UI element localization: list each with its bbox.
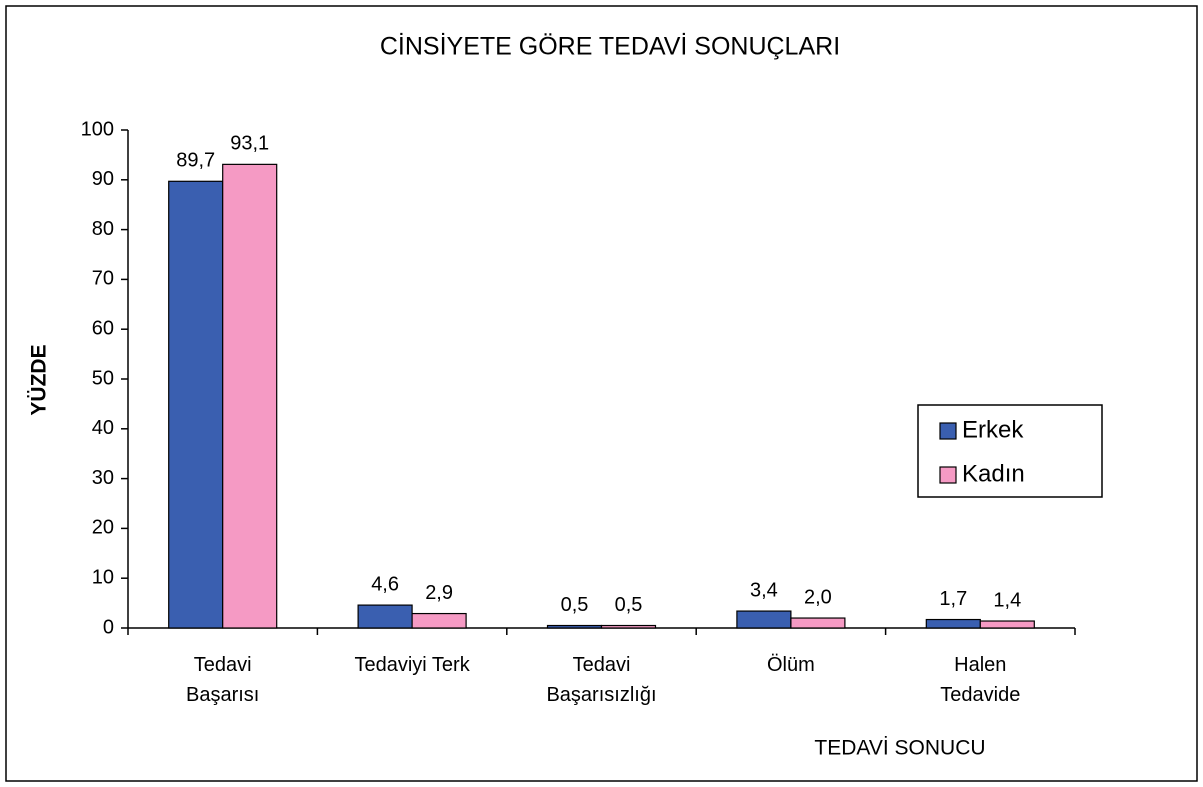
bar — [979, 620, 1035, 629]
x-tick-label: Halen Tedavide — [940, 654, 1021, 706]
data-label: 4,6 — [371, 573, 399, 595]
bar — [168, 180, 224, 629]
x-tick-label: Tedavi Başarısı — [186, 654, 260, 706]
bar — [790, 617, 846, 629]
y-tick-label: 90 — [92, 168, 114, 190]
bar — [411, 612, 467, 629]
y-tick-label: 20 — [92, 517, 114, 539]
data-label: 1,4 — [993, 589, 1021, 611]
y-tick-label: 30 — [92, 467, 114, 489]
legend-swatch — [939, 466, 957, 484]
bar — [222, 163, 278, 629]
data-label: 2,9 — [425, 582, 453, 604]
x-tick-label: Tedavi Başarısızlığı — [546, 654, 657, 706]
legend-swatch — [939, 422, 957, 440]
y-tick-label: 60 — [92, 317, 114, 339]
x-tick-label: Tedaviyi Terk — [354, 654, 470, 676]
bar — [736, 610, 792, 629]
data-label: 93,1 — [230, 133, 269, 155]
data-label: 2,0 — [804, 586, 832, 608]
y-axis-label: YÜZDE — [28, 344, 51, 415]
data-label: 89,7 — [176, 150, 215, 172]
x-axis-label: TEDAVİ SONUCU — [814, 737, 985, 760]
x-tick-label: Ölüm — [766, 654, 815, 676]
bar — [925, 618, 981, 629]
y-tick-label: 40 — [92, 417, 114, 439]
legend-label: Kadın — [962, 460, 1025, 487]
y-tick-label: 0 — [103, 616, 114, 638]
bar — [546, 624, 603, 629]
bar — [357, 604, 413, 629]
data-label: 0,5 — [561, 594, 589, 616]
legend-label: Erkek — [962, 416, 1024, 443]
y-tick-label: 70 — [92, 268, 114, 290]
y-tick-label: 100 — [81, 118, 114, 140]
y-tick-label: 80 — [92, 218, 114, 240]
data-label: 3,4 — [750, 579, 778, 601]
chart-title: CİNSİYETE GÖRE TEDAVİ SONUÇLARI — [380, 32, 840, 61]
data-label: 0,5 — [615, 594, 643, 616]
y-tick-label: 10 — [92, 566, 114, 588]
bar — [600, 624, 657, 629]
y-tick-label: 50 — [92, 367, 114, 389]
data-label: 1,7 — [939, 588, 967, 610]
